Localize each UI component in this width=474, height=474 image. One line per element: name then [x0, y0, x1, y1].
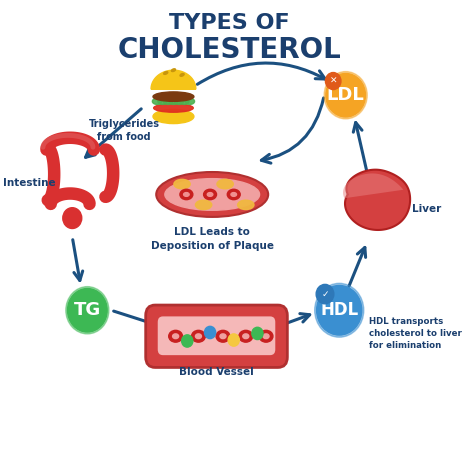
Circle shape	[326, 73, 341, 90]
Ellipse shape	[216, 330, 230, 342]
Ellipse shape	[153, 92, 194, 101]
Ellipse shape	[154, 104, 193, 112]
FancyBboxPatch shape	[146, 305, 287, 367]
Ellipse shape	[220, 334, 226, 338]
Circle shape	[324, 72, 367, 119]
Polygon shape	[345, 170, 410, 230]
Ellipse shape	[237, 200, 254, 210]
Ellipse shape	[191, 330, 205, 342]
Polygon shape	[151, 70, 196, 89]
Text: LDL Leads to
Deposition of Plaque: LDL Leads to Deposition of Plaque	[151, 228, 273, 251]
Ellipse shape	[173, 334, 179, 338]
Circle shape	[204, 326, 216, 338]
Ellipse shape	[259, 330, 273, 342]
Text: LDL: LDL	[327, 86, 365, 104]
Text: CHOLESTEROL: CHOLESTEROL	[118, 36, 341, 64]
Ellipse shape	[183, 192, 189, 196]
Circle shape	[317, 285, 362, 335]
Ellipse shape	[165, 179, 260, 210]
Ellipse shape	[172, 69, 175, 72]
Circle shape	[315, 283, 364, 337]
Ellipse shape	[158, 98, 167, 104]
Circle shape	[228, 334, 239, 346]
Text: TG: TG	[74, 301, 101, 319]
Circle shape	[182, 335, 193, 347]
Text: Intestine: Intestine	[3, 178, 55, 188]
Ellipse shape	[207, 192, 213, 196]
Ellipse shape	[231, 192, 237, 196]
Ellipse shape	[164, 72, 168, 74]
Ellipse shape	[217, 179, 233, 189]
Circle shape	[326, 73, 365, 117]
Circle shape	[66, 287, 109, 334]
Circle shape	[252, 327, 263, 339]
Ellipse shape	[174, 98, 183, 104]
Text: ✓: ✓	[321, 290, 329, 299]
Ellipse shape	[195, 200, 212, 210]
Ellipse shape	[263, 334, 269, 338]
Text: HDL: HDL	[320, 301, 358, 319]
Ellipse shape	[204, 189, 217, 200]
Ellipse shape	[152, 98, 162, 104]
Text: Blood Vessel: Blood Vessel	[179, 367, 254, 377]
Circle shape	[316, 284, 334, 304]
Ellipse shape	[180, 189, 193, 200]
Text: ✕: ✕	[329, 76, 337, 85]
Polygon shape	[343, 173, 403, 198]
Ellipse shape	[227, 189, 240, 200]
Ellipse shape	[169, 330, 182, 342]
Text: Liver: Liver	[412, 204, 442, 214]
Text: Triglycerides
from food: Triglycerides from food	[89, 119, 159, 142]
Ellipse shape	[180, 98, 189, 104]
Ellipse shape	[169, 98, 178, 104]
Text: TYPES OF: TYPES OF	[169, 12, 290, 33]
Ellipse shape	[243, 334, 249, 338]
FancyBboxPatch shape	[158, 317, 275, 355]
Circle shape	[67, 289, 107, 332]
Ellipse shape	[180, 73, 184, 76]
Ellipse shape	[174, 179, 190, 189]
Ellipse shape	[163, 98, 173, 104]
Ellipse shape	[153, 109, 194, 124]
Ellipse shape	[239, 330, 253, 342]
Text: HDL transports
cholesterol to liver
for elimination: HDL transports cholesterol to liver for …	[369, 318, 462, 350]
Ellipse shape	[195, 334, 201, 338]
Circle shape	[63, 208, 82, 228]
Ellipse shape	[156, 172, 268, 217]
Ellipse shape	[185, 98, 194, 104]
